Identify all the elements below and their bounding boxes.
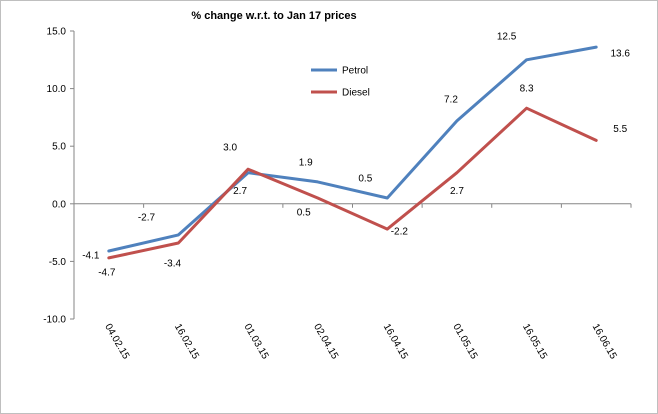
x-tick-label: 02.04.15 — [311, 322, 340, 362]
data-label-petrol: 0.5 — [358, 174, 372, 185]
x-tick-label: 16.04.15 — [381, 322, 410, 362]
data-label-petrol: -2.7 — [138, 212, 156, 223]
chart-title: % change w.r.t. to Jan 17 prices — [191, 10, 356, 22]
legend: Petrol Diesel — [311, 66, 370, 99]
y-tick-label: -10.0 — [43, 315, 66, 326]
y-tick-label: 0.0 — [52, 199, 66, 210]
y-tick-label: 5.0 — [52, 142, 66, 153]
series-lines — [107, 45, 598, 260]
data-label-diesel: -2.2 — [391, 227, 409, 238]
data-label-petrol: 12.5 — [497, 31, 517, 42]
data-label-petrol: 2.7 — [233, 186, 247, 197]
data-label-diesel: -3.4 — [164, 258, 182, 269]
data-label-diesel: 3.0 — [223, 143, 237, 154]
data-label-diesel: -4.7 — [98, 267, 116, 278]
x-tick-label: 01.05.15 — [450, 322, 479, 362]
legend-label-diesel: Diesel — [342, 88, 370, 99]
x-tick-label: 16.06.15 — [590, 322, 619, 362]
data-label-petrol: 7.2 — [444, 94, 458, 105]
x-tick-label: 16.05.15 — [520, 322, 549, 362]
data-label-petrol: -4.1 — [82, 251, 100, 262]
data-label-diesel: 5.5 — [613, 124, 627, 135]
x-tick-label: 16.02.15 — [172, 322, 201, 362]
y-tick-label: 15.0 — [47, 27, 67, 38]
data-label-diesel: 2.7 — [450, 186, 464, 197]
legend-label-petrol: Petrol — [342, 66, 368, 77]
data-label-diesel: 0.5 — [297, 208, 311, 219]
y-tick-label: -5.0 — [49, 257, 67, 268]
axes: 15.0 10.0 5.0 0.0 -5.0 -10.0 04.02.15 16.02.15 0… — [43, 27, 632, 362]
data-label-petrol: 1.9 — [299, 157, 313, 168]
y-tick-label: 10.0 — [47, 84, 67, 95]
data-label-diesel: 8.3 — [520, 84, 534, 95]
x-tick-label: 04.02.15 — [102, 322, 131, 362]
series-line-petrol — [107, 45, 598, 253]
data-labels: -4.1 -2.7 2.7 1.9 0.5 7.2 12.5 13.6 -4.7 -3.4 3.0 0… — [82, 31, 630, 278]
data-label-petrol: 13.6 — [610, 49, 630, 60]
series-line-diesel — [107, 106, 598, 260]
x-tick-label: 01.03.15 — [241, 322, 270, 362]
